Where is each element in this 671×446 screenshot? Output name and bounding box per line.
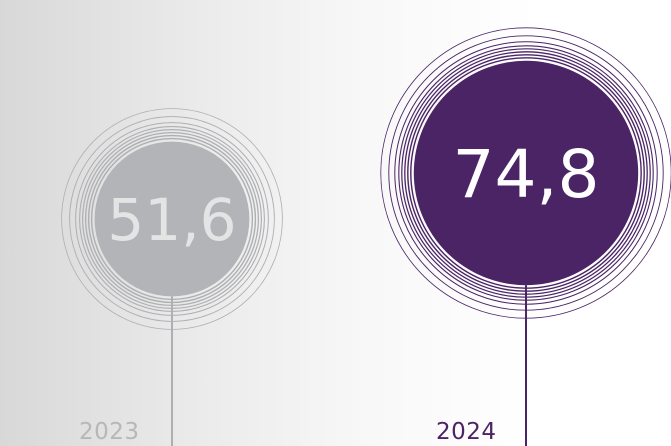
category-label-2023: 2023	[79, 419, 140, 445]
bubble-2023	[94, 141, 250, 297]
rings-2024	[380, 27, 671, 319]
value-label-2023: 51,6	[107, 186, 236, 254]
bubble-2024	[413, 60, 639, 286]
value-label-2024: 74,8	[453, 136, 600, 213]
category-label-2024: 2024	[436, 419, 497, 445]
